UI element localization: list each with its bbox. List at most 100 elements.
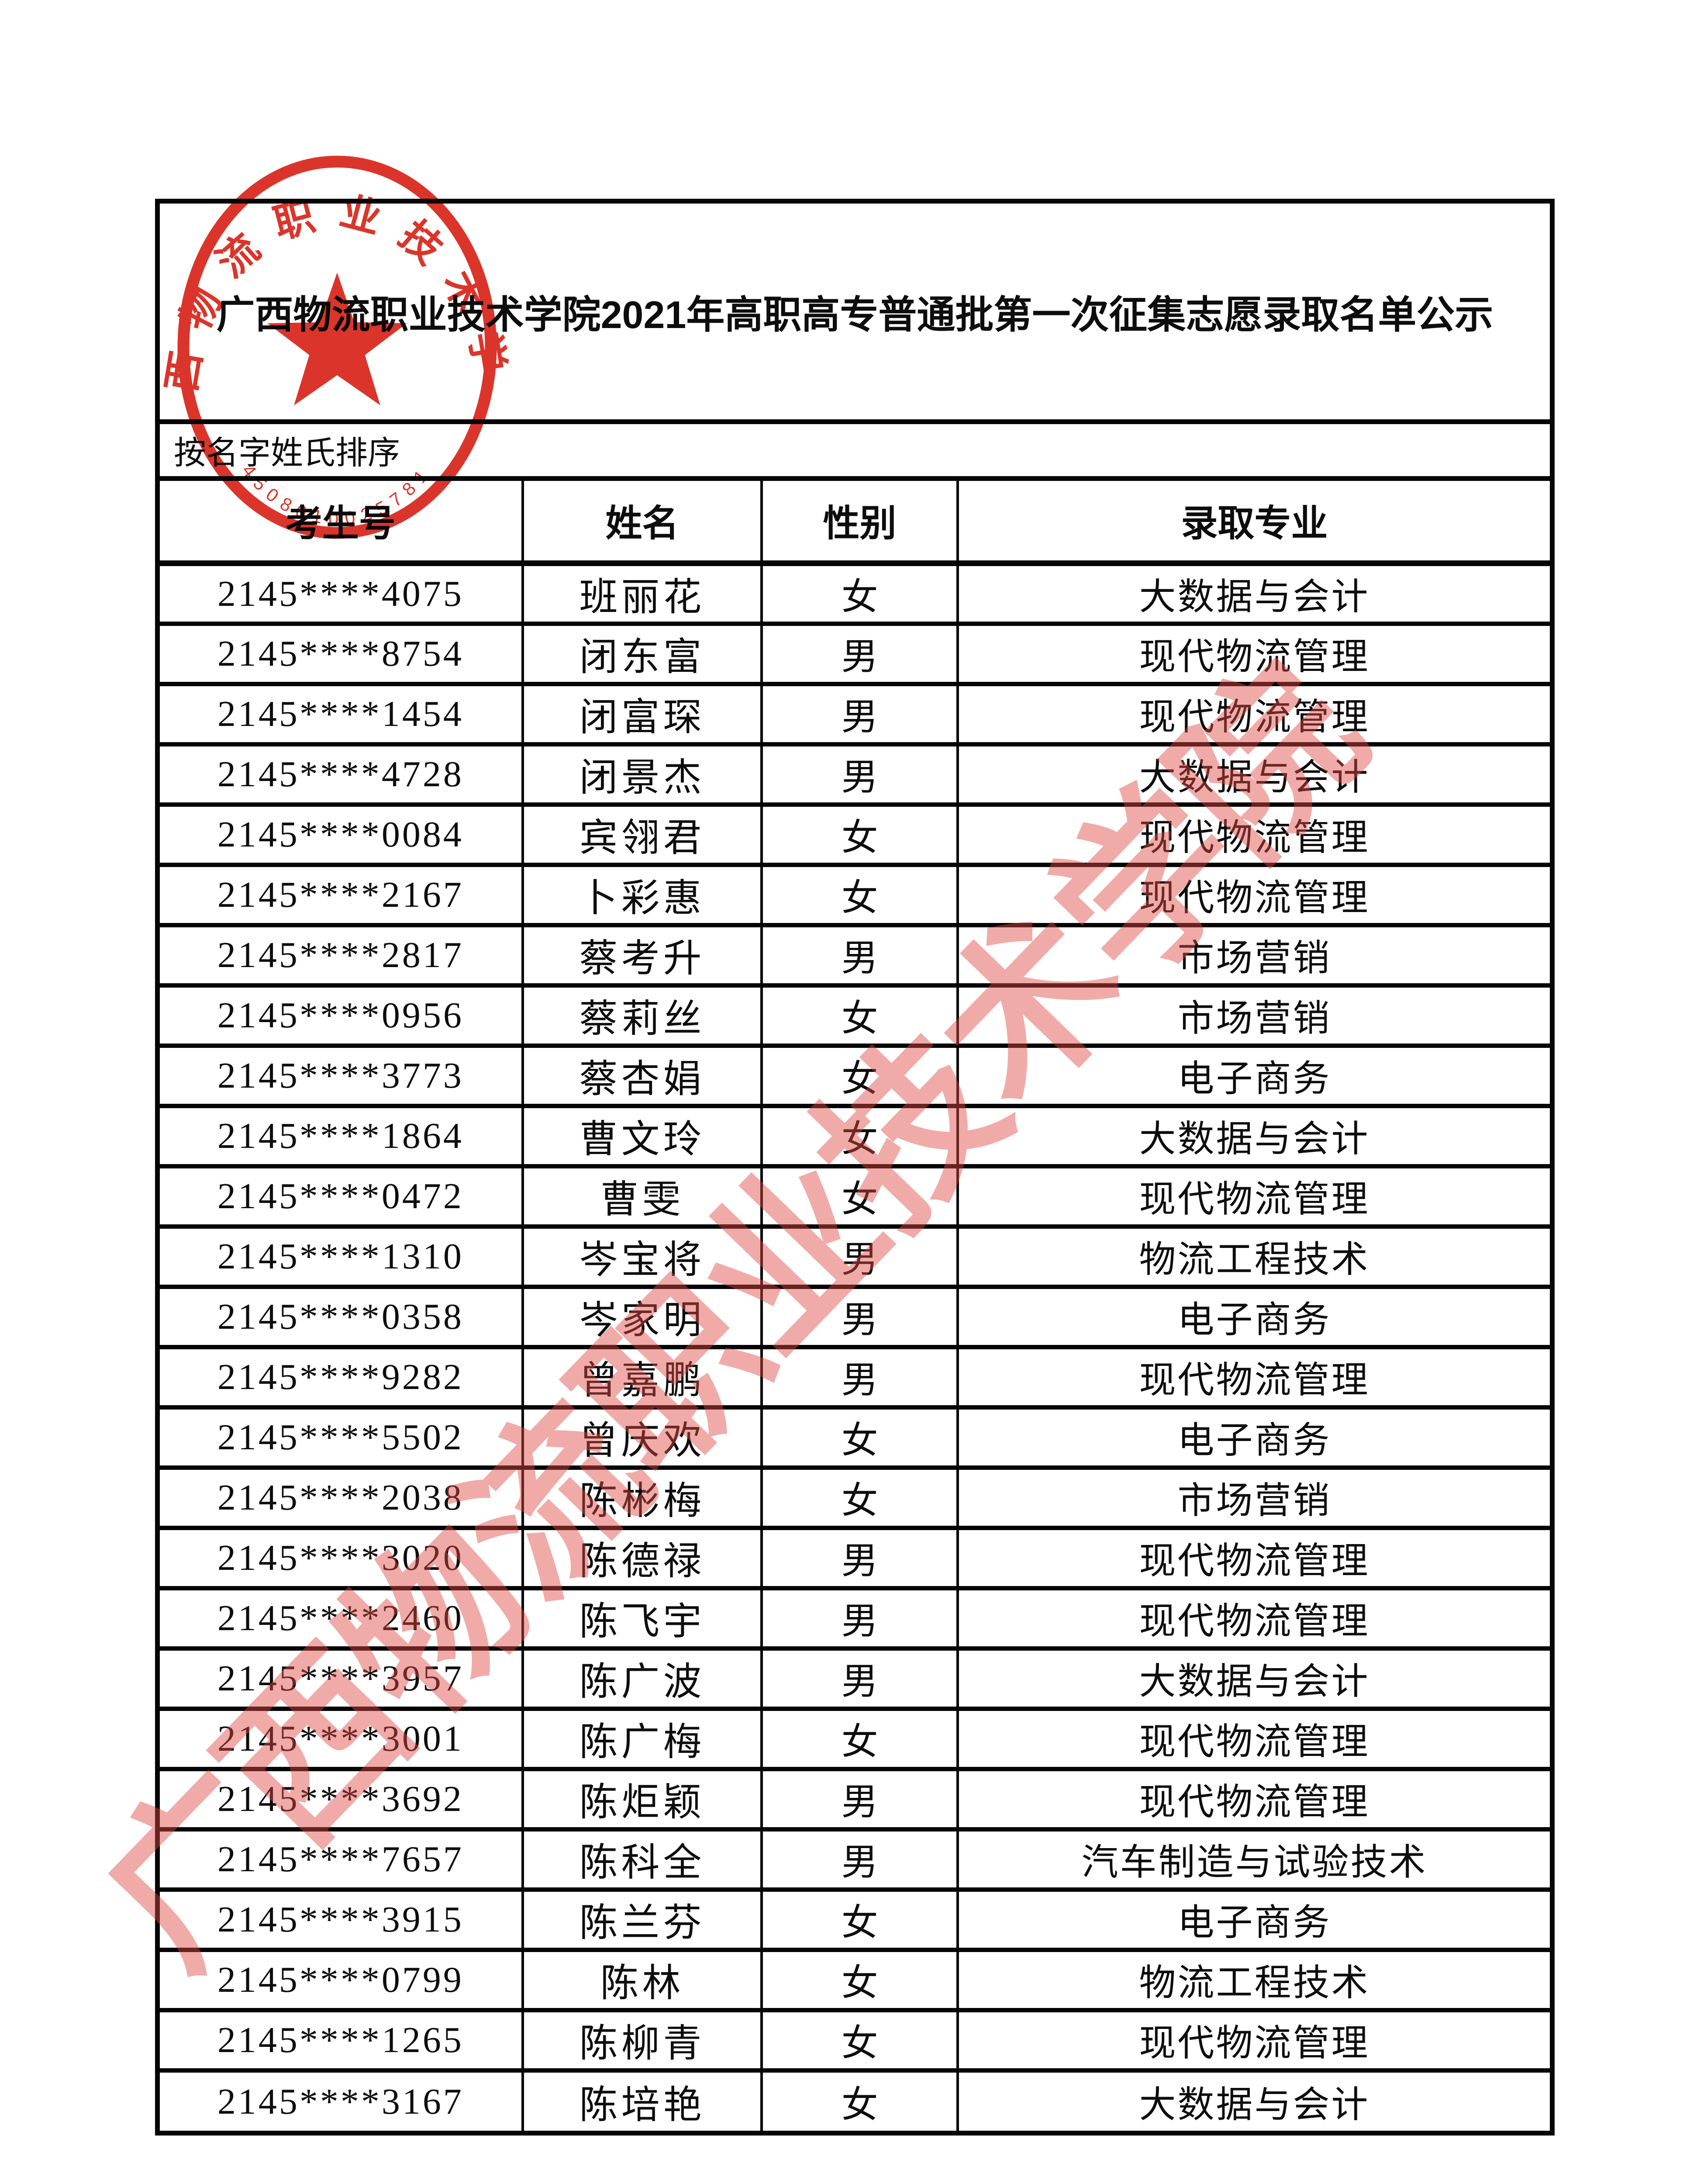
cell-gender: 男 xyxy=(762,925,959,988)
cell-name: 陈兰芬 xyxy=(522,1889,763,1952)
table-row: 2145****2038 陈彬梅女市场营销 xyxy=(160,1467,1550,1530)
admission-data-table: 考生号 姓名 性别 录取专业 2145****4075 班丽花女大数据与会计 214… xyxy=(160,481,1550,2131)
cell-major: 现代物流管理 xyxy=(958,864,1550,927)
cell-name: 曾嘉鹏 xyxy=(522,1347,763,1410)
table-row: 2145****2167 卜彩惠女现代物流管理 xyxy=(160,864,1550,927)
table-row: 2145****7657 陈科全男汽车制造与试验技术 xyxy=(160,1829,1550,1892)
cell-gender: 女 xyxy=(762,804,959,867)
cell-name: 陈广梅 xyxy=(522,1708,763,1771)
cell-gender: 女 xyxy=(762,985,959,1048)
table-row: 2145****1310 岑宝将男物流工程技术 xyxy=(160,1226,1550,1289)
cell-gender: 女 xyxy=(762,563,959,626)
cell-gender: 男 xyxy=(762,623,959,686)
header-name: 姓名 xyxy=(522,481,763,566)
table-row: 2145****4728 闭景杰男大数据与会计 xyxy=(160,744,1550,807)
table-row: 2145****0472 曹雯女现代物流管理 xyxy=(160,1166,1550,1229)
table-row: 2145****3957 陈广波男大数据与会计 xyxy=(160,1648,1550,1711)
cell-major: 市场营销 xyxy=(958,925,1550,988)
cell-exam-no: 2145****3692 xyxy=(160,1769,524,1832)
cell-exam-no: 2145****0358 xyxy=(160,1286,524,1349)
table-row: 2145****3001 陈广梅女现代物流管理 xyxy=(160,1708,1550,1771)
cell-major: 市场营销 xyxy=(958,1467,1550,1530)
cell-major: 现代物流管理 xyxy=(958,1166,1550,1229)
header-major: 录取专业 xyxy=(958,481,1550,566)
cell-major: 大数据与会计 xyxy=(958,744,1550,807)
cell-exam-no: 2145****3915 xyxy=(160,1889,524,1952)
table-row: 2145****0799 陈林女物流工程技术 xyxy=(160,1949,1550,2012)
cell-name: 闭富琛 xyxy=(522,684,763,746)
cell-name: 蔡莉丝 xyxy=(522,985,763,1048)
cell-major: 物流工程技术 xyxy=(958,1226,1550,1289)
header-exam-no: 考生号 xyxy=(160,481,524,566)
cell-major: 现代物流管理 xyxy=(958,1588,1550,1651)
cell-major: 现代物流管理 xyxy=(958,684,1550,746)
cell-exam-no: 2145****0799 xyxy=(160,1949,524,2012)
cell-gender: 男 xyxy=(762,1829,959,1892)
cell-major: 电子商务 xyxy=(958,1407,1550,1470)
cell-major: 现代物流管理 xyxy=(958,1708,1550,1771)
cell-gender: 男 xyxy=(762,1226,959,1289)
table-row: 2145****5502 曾庆欢女电子商务 xyxy=(160,1407,1550,1470)
cell-name: 卜彩惠 xyxy=(522,864,763,927)
cell-name: 陈彬梅 xyxy=(522,1467,763,1530)
cell-exam-no: 2145****3167 xyxy=(160,2070,524,2131)
cell-gender: 男 xyxy=(762,684,959,746)
cell-name: 蔡杏娟 xyxy=(522,1045,763,1108)
cell-major: 电子商务 xyxy=(958,1045,1550,1108)
table-body: 2145****4075 班丽花女大数据与会计 2145****8754 闭东富男现代… xyxy=(160,563,1550,2131)
table-row: 2145****0084 宾翎君女现代物流管理 xyxy=(160,804,1550,867)
cell-exam-no: 2145****3773 xyxy=(160,1045,524,1108)
cell-name: 陈德禄 xyxy=(522,1527,763,1590)
cell-gender: 女 xyxy=(762,1467,959,1530)
cell-major: 电子商务 xyxy=(958,1889,1550,1952)
cell-name: 班丽花 xyxy=(522,563,763,626)
cell-major: 大数据与会计 xyxy=(958,1106,1550,1168)
cell-exam-no: 2145****8754 xyxy=(160,623,524,686)
cell-gender: 男 xyxy=(762,1347,959,1410)
cell-name: 蔡考升 xyxy=(522,925,763,988)
cell-exam-no: 2145****2167 xyxy=(160,864,524,927)
cell-gender: 女 xyxy=(762,1889,959,1952)
sort-note: 按名字姓氏排序 xyxy=(174,435,400,471)
table-row: 2145****4075 班丽花女大数据与会计 xyxy=(160,563,1550,626)
cell-name: 陈林 xyxy=(522,1949,763,2012)
cell-exam-no: 2145****2038 xyxy=(160,1467,524,1530)
cell-gender: 女 xyxy=(762,1949,959,2012)
table-row: 2145****3167 陈培艳女 大数据与会计 xyxy=(160,2070,1550,2131)
cell-major: 现代物流管理 xyxy=(958,1769,1550,1832)
cell-exam-no: 2145****4075 xyxy=(160,563,524,626)
table-row: 2145****9282 曾嘉鹏男现代物流管理 xyxy=(160,1347,1550,1410)
table-row: 2145****0358 岑家明男电子商务 xyxy=(160,1286,1550,1349)
cell-gender: 女 xyxy=(762,864,959,927)
table-row: 2145****3692 陈炬颖男现代物流管理 xyxy=(160,1769,1550,1832)
cell-gender: 男 xyxy=(762,1527,959,1590)
table-row: 2145****1265 陈柳青女现代物流管理 xyxy=(160,2010,1550,2073)
table-row: 2145****8754 闭东富男现代物流管理 xyxy=(160,623,1550,686)
cell-name: 闭景杰 xyxy=(522,744,763,807)
cell-name: 陈科全 xyxy=(522,1829,763,1892)
cell-name: 曹雯 xyxy=(522,1166,763,1229)
cell-exam-no: 2145****3957 xyxy=(160,1648,524,1711)
cell-major: 大数据与会计 xyxy=(1139,2084,1370,2125)
cell-major: 市场营销 xyxy=(958,985,1550,1048)
cell-exam-no: 2145****7657 xyxy=(160,1829,524,1892)
cell-gender: 女 xyxy=(762,1407,959,1470)
cell-name: 陈飞宇 xyxy=(522,1588,763,1651)
cell-gender: 男 xyxy=(762,744,959,807)
cell-name: 陈柳青 xyxy=(522,2010,763,2073)
table-row: 2145****2460 陈飞宇男现代物流管理 xyxy=(160,1588,1550,1651)
table-row: 2145****3020 陈德禄男现代物流管理 xyxy=(160,1527,1550,1590)
sort-note-section: 按名字姓氏排序 xyxy=(160,424,1550,481)
cell-exam-no: 2145****2817 xyxy=(160,925,524,988)
cell-major: 汽车制造与试验技术 xyxy=(958,1829,1550,1892)
cell-name: 岑家明 xyxy=(522,1286,763,1349)
cell-name: 曹文玲 xyxy=(522,1106,763,1168)
cell-exam-no: 2145****1864 xyxy=(160,1106,524,1168)
cell-name: 陈炬颖 xyxy=(522,1769,763,1832)
table-row: 2145****3915 陈兰芬女电子商务 xyxy=(160,1889,1550,1952)
table-row: 2145****3773 蔡杏娟女电子商务 xyxy=(160,1045,1550,1108)
cell-exam-no: 2145****2460 xyxy=(160,1588,524,1651)
cell-gender: 女 xyxy=(762,2070,959,2131)
cell-gender: 女 xyxy=(762,2010,959,2073)
